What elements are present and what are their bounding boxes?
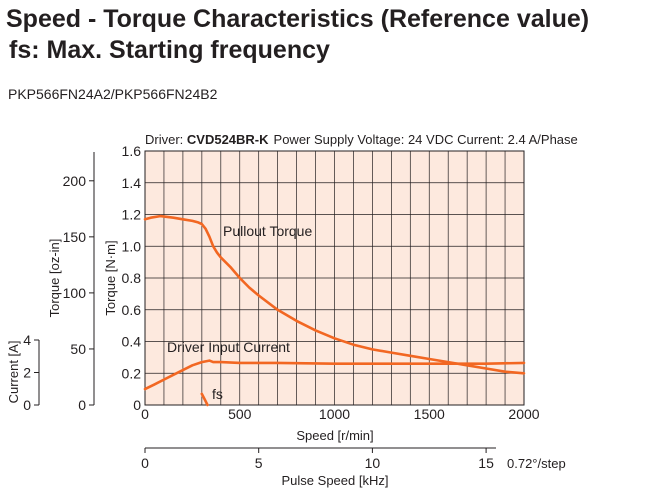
driver-prefix: Driver: — [145, 132, 187, 147]
x-tick-label: 500 — [228, 406, 252, 422]
x-tick-label: 2000 — [508, 406, 539, 422]
series-label-driver-input-current: Driver Input Current — [167, 339, 290, 355]
y-tick-label: 0.4 — [122, 334, 142, 350]
y-tick-label: 0 — [133, 397, 141, 413]
plot-frame — [144, 150, 525, 406]
driver-model: CVD524BR-K — [187, 132, 269, 147]
pulse-tick-label: 15 — [478, 455, 494, 471]
y-tick-label: 1.4 — [122, 175, 142, 191]
y-tick-label: 0.8 — [122, 270, 142, 286]
model-number: PKP566FN24A2/PKP566FN24B2 — [8, 86, 218, 102]
ozin-axis-title: Torque [oz-in] — [47, 239, 62, 318]
current-tick-label: 2 — [23, 365, 31, 381]
x-tick-label: 1000 — [319, 406, 350, 422]
data-curves — [143, 214, 526, 407]
driver-info: Driver: CVD524BR-K Power Supply Voltage: … — [145, 132, 578, 147]
grid-lines — [144, 150, 525, 406]
series-label-fs: fs — [212, 386, 223, 402]
y-tick-label: 1.0 — [122, 238, 142, 254]
pulse-axis-title: Pulse Speed [kHz] — [282, 473, 389, 488]
y-axis-title: Torque [N·m] — [103, 240, 118, 315]
page-title: Speed - Torque Characteristics (Referenc… — [6, 5, 590, 33]
pulse-tick-label: 5 — [255, 455, 263, 471]
current-tick-label: 4 — [23, 332, 31, 348]
series-line-fs — [200, 392, 209, 407]
ozin-tick-label: 100 — [63, 285, 87, 301]
y-tick-label: 1.6 — [122, 143, 142, 159]
ozin-tick-label: 150 — [63, 229, 87, 245]
step-angle-note: 0.72°/step — [507, 456, 566, 471]
tick-labels: 0 500 1000 1500 200000.20.40.60.81.01.21.41.… — [23, 143, 540, 471]
ozin-tick-label: 200 — [63, 173, 87, 189]
series-line-pullout-torque — [143, 214, 526, 375]
current-axis-title: Current [A] — [6, 341, 21, 404]
page-subtitle: fs: Max. Starting frequency — [9, 36, 330, 64]
pulse-tick-label: 0 — [141, 455, 149, 471]
series-line-driver-input-current — [143, 359, 526, 391]
pulse-tick-label: 10 — [365, 455, 381, 471]
x-axis-title: Speed [r/min] — [296, 428, 373, 443]
y-tick-label: 0.6 — [122, 302, 142, 318]
ozin-tick-label: 0 — [78, 397, 86, 413]
current-tick-label: 0 — [23, 397, 31, 413]
ozin-tick-label: 50 — [70, 341, 86, 357]
x-tick-label: 0 — [141, 406, 149, 422]
power-conditions: Power Supply Voltage: 24 VDC Current: 2.… — [274, 132, 578, 147]
series-label-pullout-torque: Pullout Torque — [223, 223, 312, 239]
x-tick-label: 1500 — [414, 406, 445, 422]
y-tick-label: 1.2 — [122, 207, 142, 223]
y-tick-label: 0.2 — [122, 365, 142, 381]
